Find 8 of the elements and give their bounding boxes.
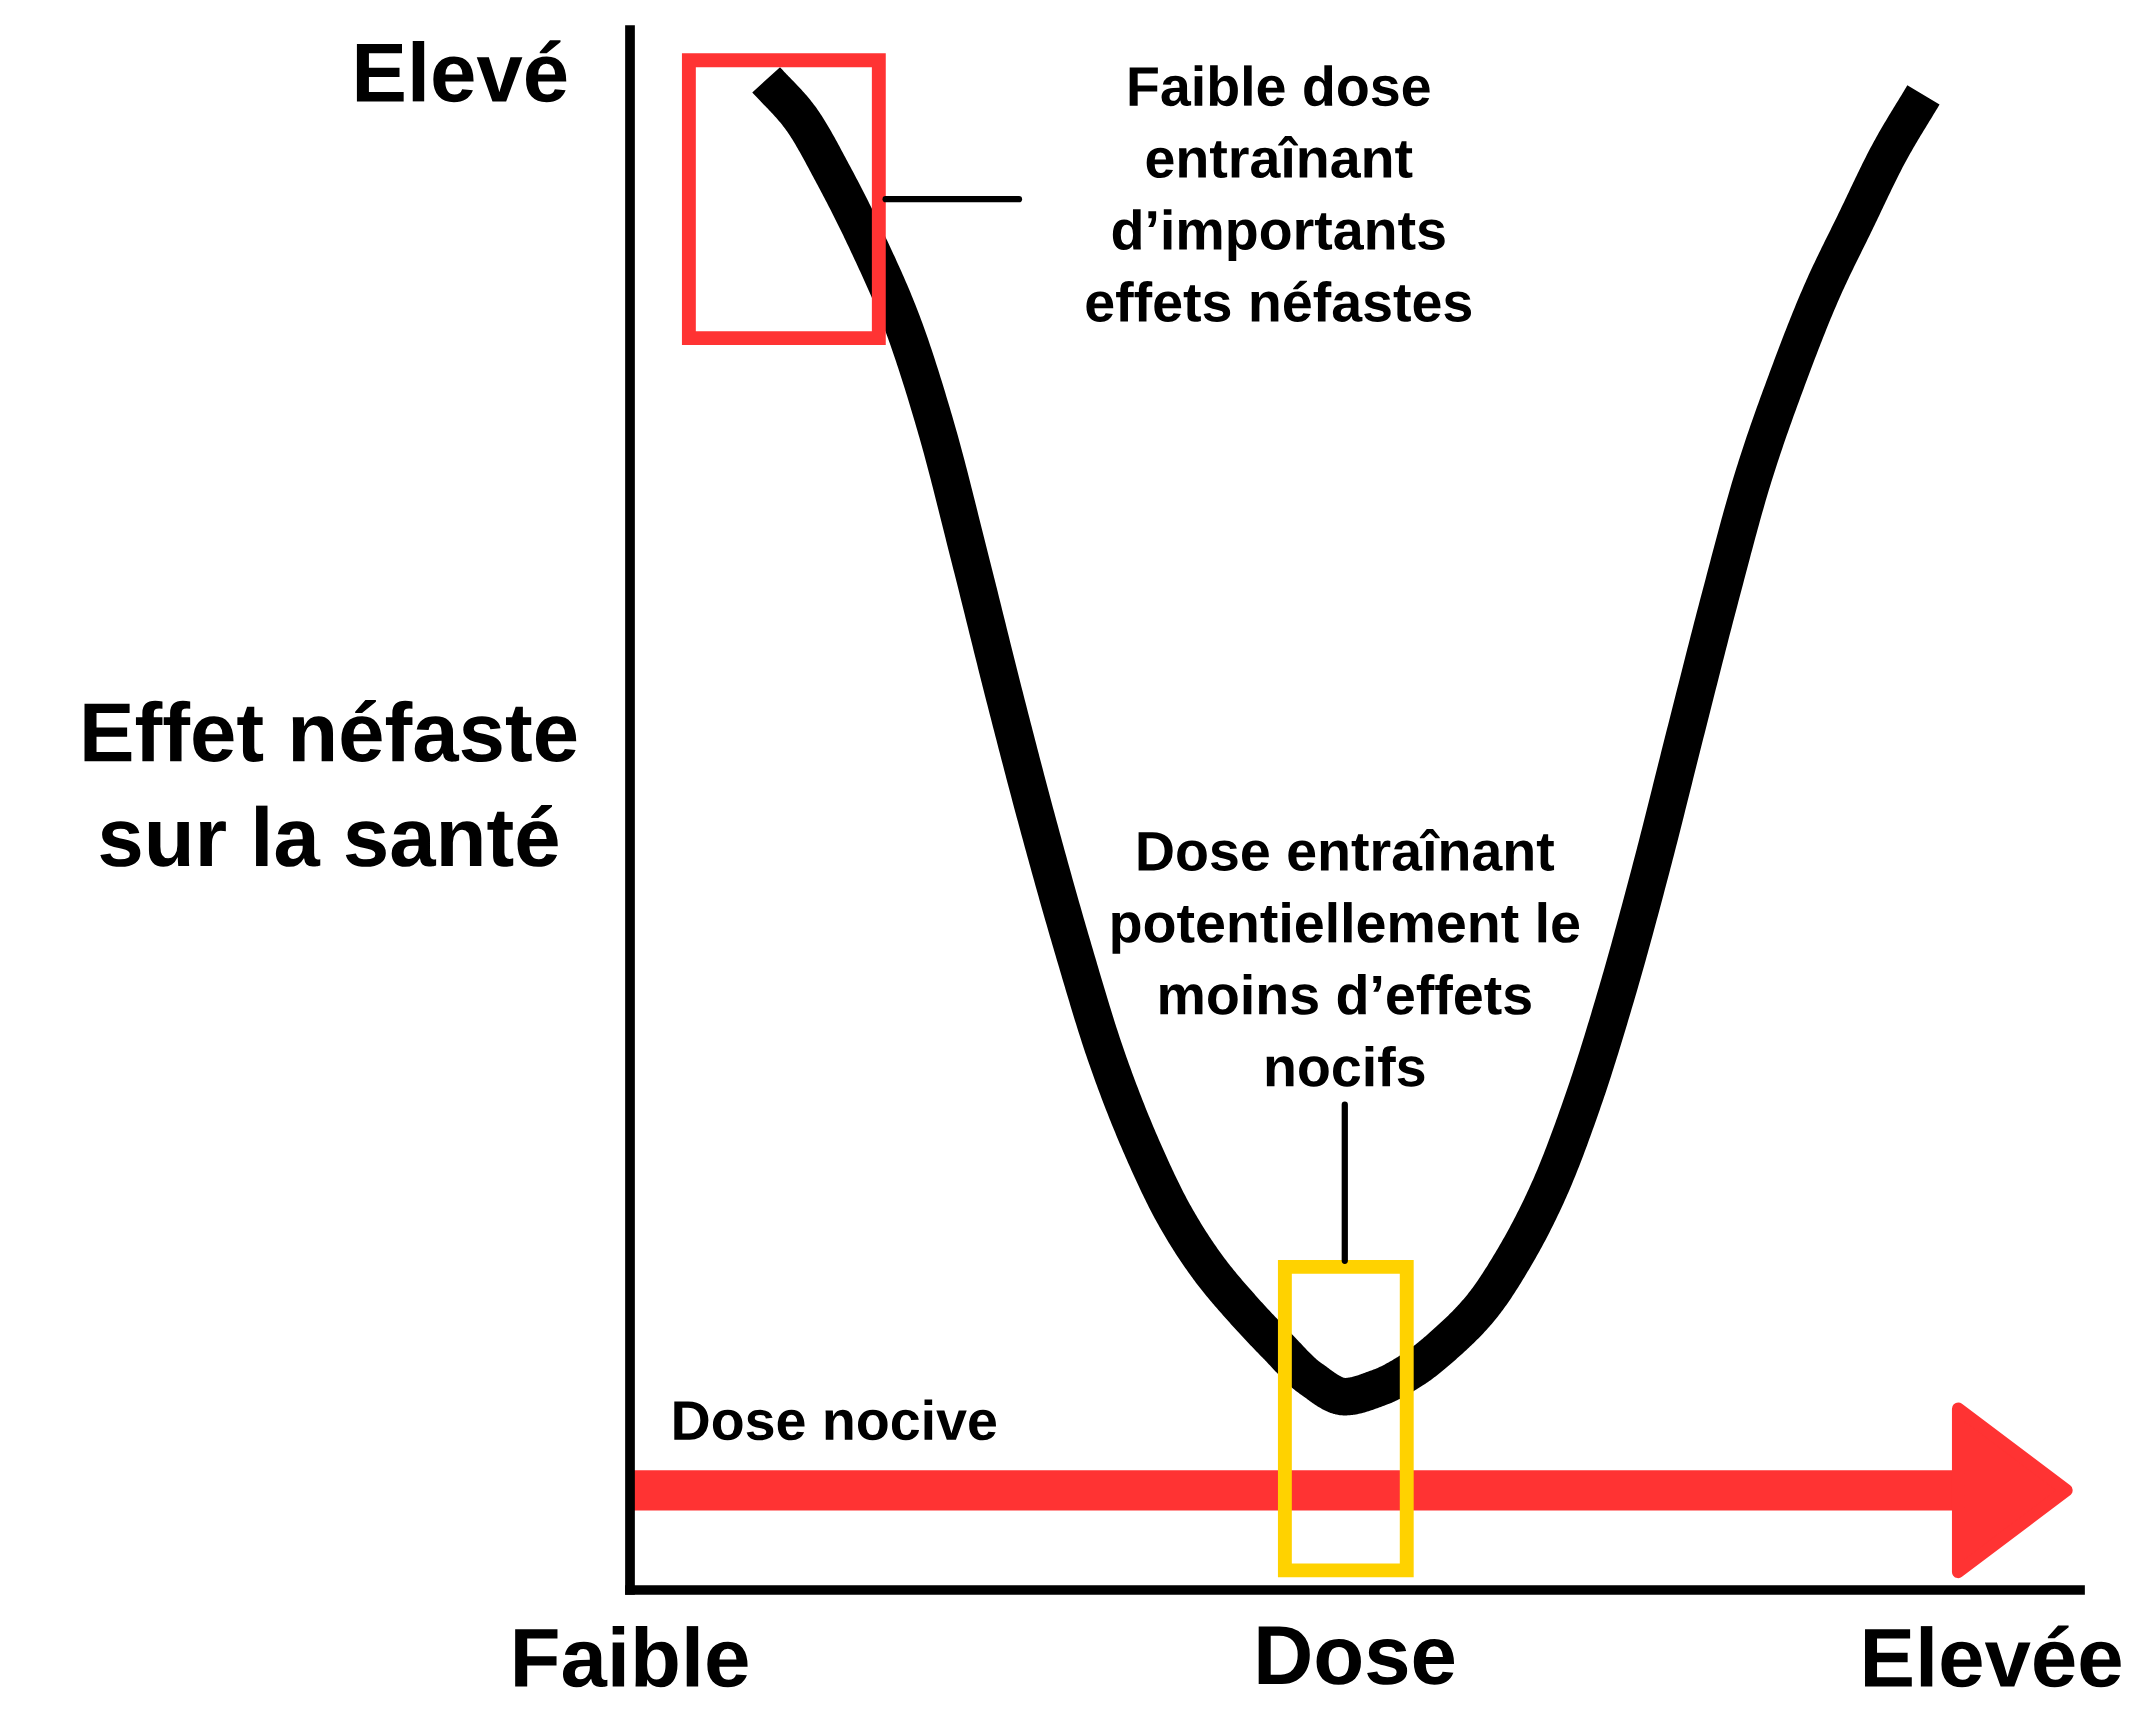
x-tick-label: Elevée bbox=[1865, 1625, 2121, 1688]
ref-line-label: Dose nocive bbox=[674, 1399, 996, 1441]
y-axis-title: Effet néfaste sur la santé bbox=[84, 700, 577, 867]
annotation: Dose entraînant potentiellement le moins d’effets nocifs bbox=[1112, 828, 1580, 1087]
x-tick-label: Faible bbox=[515, 1626, 748, 1688]
annotation: Faible dose entraînant d’importants effets néfastes bbox=[1086, 65, 1472, 322]
text: Elevé bbox=[356, 40, 567, 103]
x-axis-title: Dose bbox=[1258, 1626, 1455, 1685]
